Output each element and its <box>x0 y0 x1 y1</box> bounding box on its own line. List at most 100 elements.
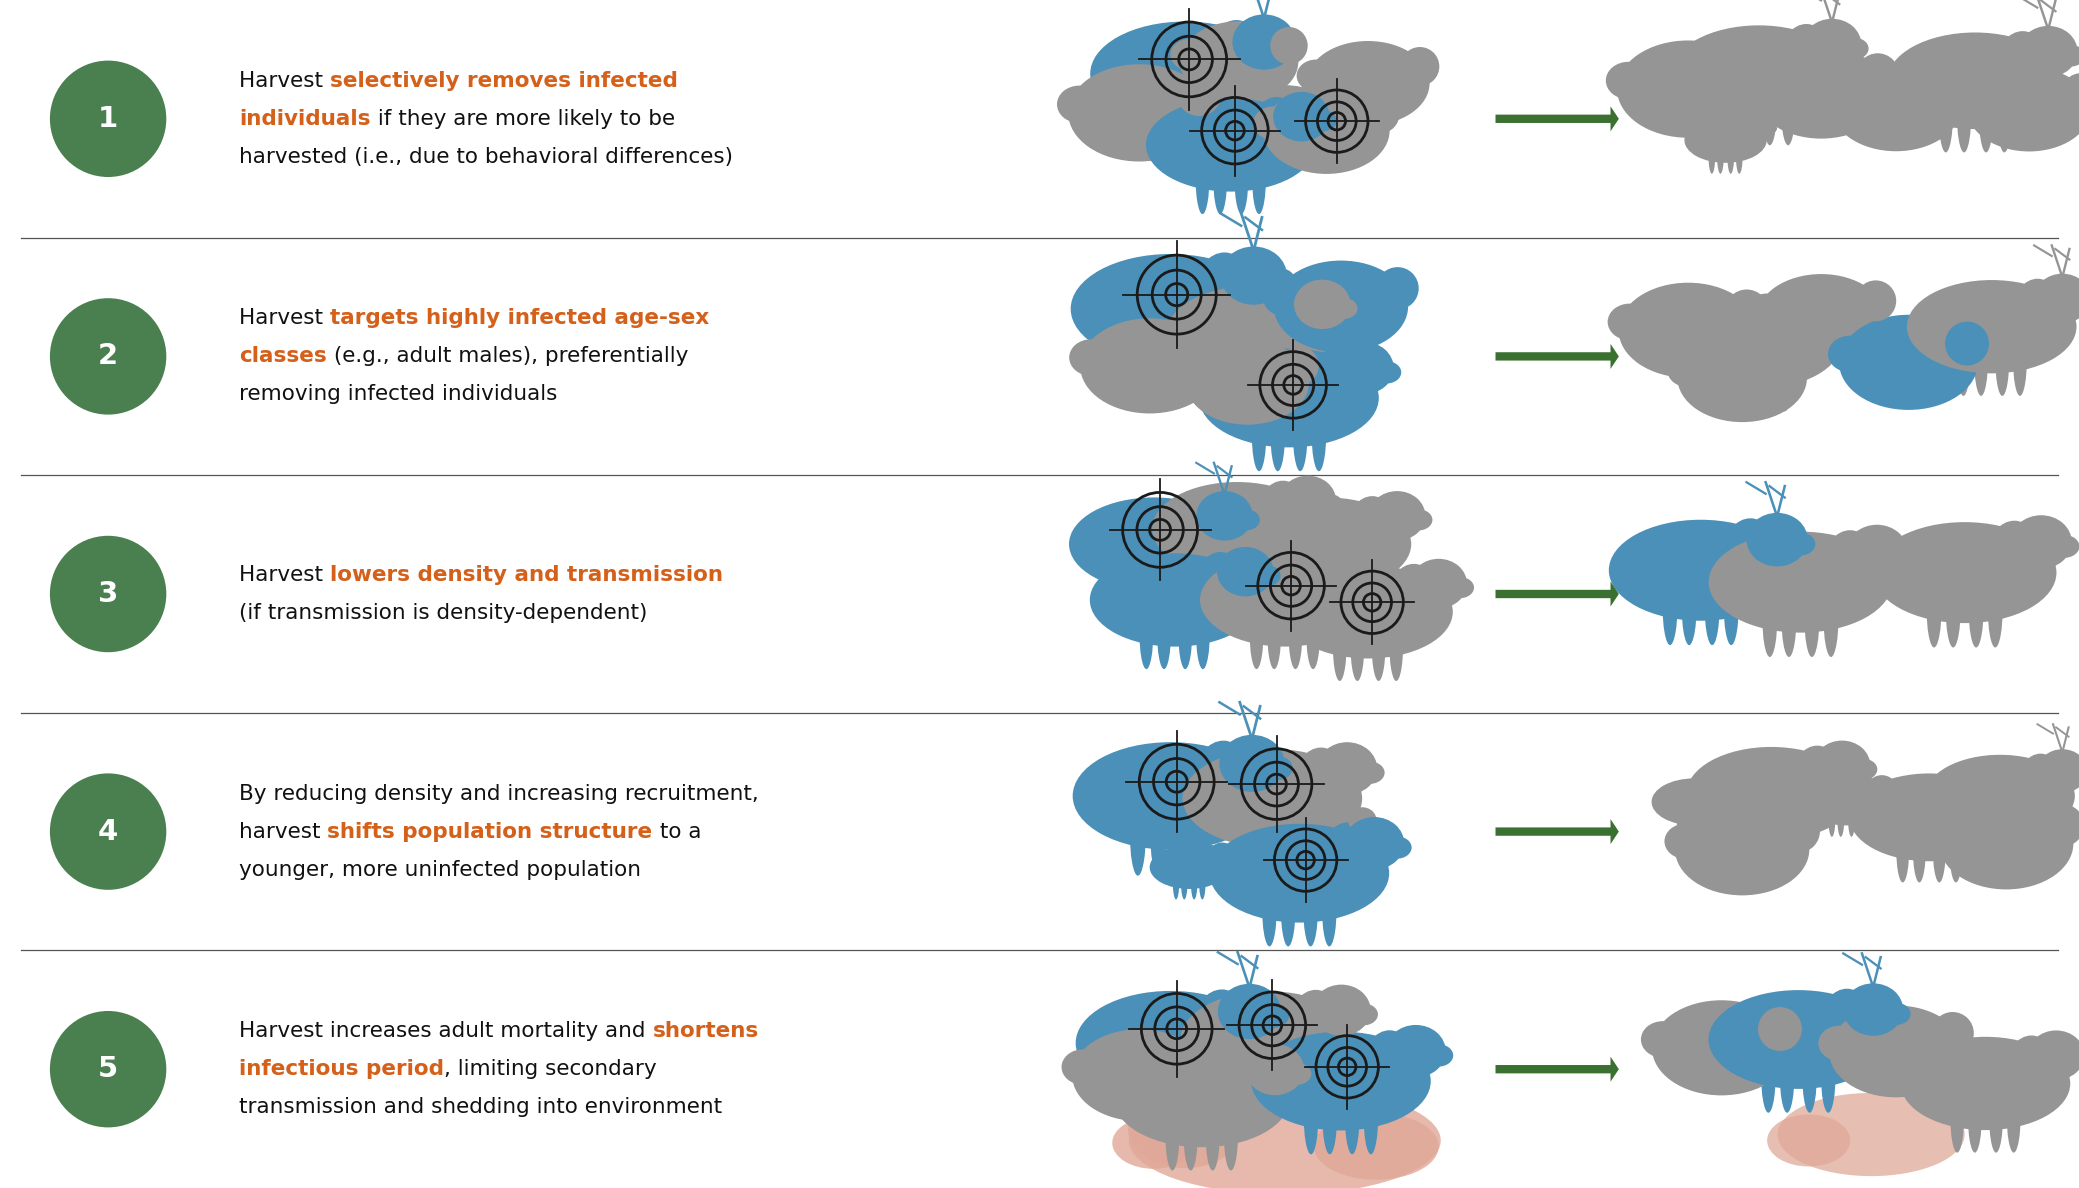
Ellipse shape <box>1931 327 1967 378</box>
Ellipse shape <box>1089 554 1260 646</box>
Ellipse shape <box>1347 97 1380 145</box>
Ellipse shape <box>1705 797 1713 836</box>
Ellipse shape <box>1802 778 1890 826</box>
Ellipse shape <box>1208 20 1264 91</box>
Ellipse shape <box>1241 498 1412 590</box>
Ellipse shape <box>1686 747 1857 840</box>
Ellipse shape <box>1723 518 1778 587</box>
Ellipse shape <box>1759 1007 1802 1051</box>
Ellipse shape <box>1277 105 1283 145</box>
Ellipse shape <box>1709 135 1715 173</box>
Ellipse shape <box>1164 1091 1179 1170</box>
Ellipse shape <box>1744 67 1786 102</box>
Ellipse shape <box>1854 280 1896 321</box>
Ellipse shape <box>1819 1025 1861 1061</box>
Ellipse shape <box>1356 762 1385 784</box>
Ellipse shape <box>1073 742 1268 849</box>
Ellipse shape <box>1763 815 1798 864</box>
Ellipse shape <box>1216 324 1231 402</box>
Ellipse shape <box>1838 797 1844 836</box>
Ellipse shape <box>1164 64 1181 151</box>
Ellipse shape <box>2056 45 2079 67</box>
Ellipse shape <box>1187 326 1231 369</box>
Ellipse shape <box>1651 778 1738 826</box>
Ellipse shape <box>1709 990 1888 1089</box>
Text: lowers density and transmission: lowers density and transmission <box>331 565 723 584</box>
Ellipse shape <box>1705 778 1730 810</box>
Ellipse shape <box>2006 1036 2056 1099</box>
Ellipse shape <box>1917 74 1950 121</box>
Ellipse shape <box>2048 77 2079 122</box>
Ellipse shape <box>1210 823 1389 923</box>
Ellipse shape <box>1208 64 1225 151</box>
Ellipse shape <box>1306 592 1320 669</box>
Ellipse shape <box>1258 520 1272 598</box>
Ellipse shape <box>1206 758 1295 826</box>
Ellipse shape <box>1231 510 1260 531</box>
Ellipse shape <box>1324 91 1339 102</box>
Ellipse shape <box>1938 72 1952 152</box>
Ellipse shape <box>1364 1030 1416 1098</box>
Text: if they are more likely to be: if they are more likely to be <box>370 109 676 128</box>
Ellipse shape <box>1225 1049 1274 1116</box>
Text: Harvest: Harvest <box>239 309 331 328</box>
Ellipse shape <box>1075 991 1266 1095</box>
Ellipse shape <box>1274 1041 1364 1108</box>
Ellipse shape <box>1337 829 1345 868</box>
Ellipse shape <box>1830 1005 1963 1098</box>
Ellipse shape <box>1166 107 1252 171</box>
Ellipse shape <box>1840 315 1977 410</box>
Ellipse shape <box>2002 784 2029 804</box>
Ellipse shape <box>1175 497 1225 560</box>
Ellipse shape <box>1775 340 1817 380</box>
Ellipse shape <box>1252 565 1281 587</box>
Ellipse shape <box>1403 510 1432 531</box>
Ellipse shape <box>1295 84 1322 118</box>
Ellipse shape <box>50 1011 166 1127</box>
Ellipse shape <box>1676 803 1809 896</box>
Ellipse shape <box>1736 116 1759 147</box>
Ellipse shape <box>1721 334 1736 411</box>
Ellipse shape <box>1802 1030 1817 1113</box>
Ellipse shape <box>2069 765 2079 784</box>
Ellipse shape <box>1175 1036 1216 1079</box>
Text: to a: to a <box>653 822 701 841</box>
Ellipse shape <box>1950 772 1996 832</box>
Ellipse shape <box>1179 592 1193 669</box>
Ellipse shape <box>1711 52 1748 105</box>
Ellipse shape <box>2069 292 2079 314</box>
Ellipse shape <box>1195 740 1252 814</box>
Ellipse shape <box>1328 829 1335 868</box>
Ellipse shape <box>1364 1072 1378 1155</box>
Ellipse shape <box>1763 65 1778 145</box>
Ellipse shape <box>1195 552 1245 615</box>
Ellipse shape <box>1387 51 1420 96</box>
Ellipse shape <box>1969 563 1983 647</box>
Ellipse shape <box>1181 21 1297 102</box>
Ellipse shape <box>1746 513 1809 567</box>
Ellipse shape <box>1096 264 1195 340</box>
Ellipse shape <box>1281 347 1318 385</box>
Ellipse shape <box>1723 561 1738 645</box>
Ellipse shape <box>1293 279 1351 329</box>
Ellipse shape <box>1308 82 1337 107</box>
Ellipse shape <box>1175 786 1191 876</box>
Ellipse shape <box>1308 110 1337 132</box>
Text: 3: 3 <box>98 580 119 608</box>
Ellipse shape <box>1295 747 1347 815</box>
Ellipse shape <box>1969 789 1981 857</box>
Ellipse shape <box>1896 531 1988 601</box>
Ellipse shape <box>1235 137 1247 214</box>
Ellipse shape <box>1823 573 1838 657</box>
Ellipse shape <box>1821 988 1873 1056</box>
Ellipse shape <box>1160 849 1200 879</box>
Ellipse shape <box>1632 529 1723 599</box>
Ellipse shape <box>1129 1089 1241 1168</box>
Ellipse shape <box>1827 797 1836 836</box>
Ellipse shape <box>1867 775 1896 800</box>
Ellipse shape <box>1946 322 1990 366</box>
Ellipse shape <box>1193 1034 1210 1120</box>
Ellipse shape <box>1946 563 1960 647</box>
Ellipse shape <box>1069 340 1112 375</box>
Ellipse shape <box>1834 308 1863 329</box>
